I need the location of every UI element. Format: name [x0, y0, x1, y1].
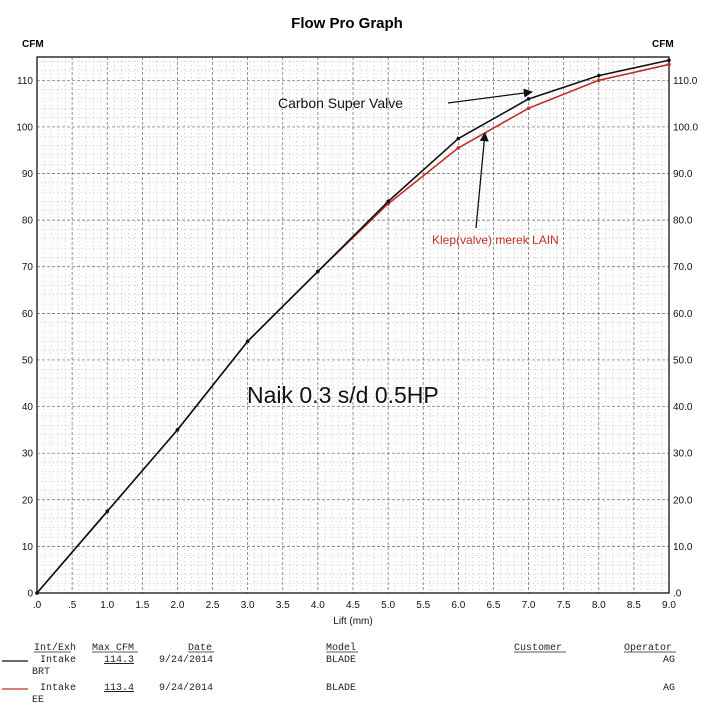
y-tick-label-left: 0	[27, 589, 33, 600]
row-name-brt: BRT	[32, 667, 50, 678]
x-tick-label: 5.5	[416, 600, 430, 611]
x-tick-label: .0	[33, 600, 42, 611]
series-point-ee	[526, 106, 531, 111]
x-tick-label: 1.5	[135, 600, 149, 611]
y-tick-label-left: 70	[22, 262, 34, 273]
series-point-ee	[667, 62, 671, 67]
row-model-brt: BLADE	[326, 655, 356, 666]
x-tick-label: 5.0	[381, 600, 395, 611]
x-tick-label: .5	[68, 600, 77, 611]
x-tick-label: 4.0	[311, 600, 325, 611]
table-header-intexh: Int/Exh	[34, 642, 76, 654]
series-point-brt	[456, 136, 461, 141]
x-tick-label: 1.0	[100, 600, 114, 611]
x-tick-label: 2.5	[206, 600, 220, 611]
plot-frame	[36, 56, 670, 594]
series-point-brt	[526, 97, 531, 101]
other-valve-label: Klep(valve) merek LAIN	[432, 233, 559, 247]
y-tick-label-right: 40.0	[673, 402, 693, 413]
row-model-ee: BLADE	[326, 683, 356, 694]
series-line-brt	[36, 59, 670, 594]
y-tick-label-right: 100.0	[673, 122, 698, 133]
y-tick-label-right: .0	[673, 589, 682, 600]
table-header-operator: Operator	[624, 643, 672, 654]
results-table: Int/Exh Max CFM Date Model Customer Oper…	[2, 642, 676, 706]
y-tick-label-right: 80.0	[673, 216, 693, 227]
y-tick-label-left: 110	[17, 76, 33, 87]
y-tick-label-left: 30	[22, 449, 34, 460]
other-valve-arrow	[475, 132, 489, 229]
carbon-valve-label: Carbon Super Valve	[278, 95, 403, 111]
x-tick-label: 8.5	[627, 600, 641, 611]
series-point-brt	[667, 58, 671, 63]
series-point-brt	[596, 73, 601, 78]
x-axis-label: Lift (mm)	[333, 616, 372, 627]
x-tick-label: 6.5	[486, 600, 500, 611]
row-operator-ee: AG	[663, 683, 675, 694]
y-tick-label-right: 110.0	[673, 76, 698, 87]
x-tick-label: 6.0	[451, 600, 465, 611]
y-tick-label-right: 10.0	[673, 542, 693, 553]
x-tick-labels: .0 .5 1.0 1.5 2.0 2.5 3.0 3.5 4.0 4.5 5.0 5.5 6.0 6.5…	[33, 600, 677, 611]
y-tick-label-left: 40	[22, 402, 34, 413]
x-tick-label: 2.0	[170, 600, 184, 611]
y-tick-label-right: 30.0	[673, 449, 693, 460]
series-point-brt	[35, 591, 39, 595]
y-axis-unit-left: CFM	[22, 39, 44, 50]
row-date-ee: 9/24/2014	[159, 682, 213, 694]
table-header-date: Date	[188, 643, 212, 654]
y-tick-label-left: 100	[16, 122, 33, 133]
series-layer	[35, 58, 671, 595]
row-name-ee: EE	[32, 695, 44, 706]
x-tick-label: 7.0	[522, 600, 536, 611]
y-tick-label-left: 90	[22, 169, 34, 180]
row-intexh-brt: Intake	[40, 654, 76, 666]
table-header-model: Model	[326, 642, 356, 654]
y-tick-label-right: 60.0	[673, 309, 693, 320]
y-tick-label-right: 90.0	[673, 169, 693, 180]
y-tick-labels-left: 0 10 20 30 40 50 60 70 80 90 100 110	[16, 76, 33, 600]
series-point-brt	[175, 428, 180, 432]
table-header-maxcfm: Max CFM	[92, 643, 134, 654]
row-maxcfm-ee: 113.4	[104, 683, 134, 694]
series-point-brt	[316, 269, 320, 274]
series-point-brt	[386, 199, 390, 204]
y-tick-label-left: 20	[22, 495, 34, 506]
y-tick-label-right: 20.0	[673, 495, 693, 506]
y-tick-label-left: 50	[22, 355, 34, 366]
x-tick-label: 9.0	[662, 600, 676, 611]
y-tick-label-right: 50.0	[673, 355, 693, 366]
x-tick-label: 7.5	[557, 600, 571, 611]
y-tick-label-right: 70.0	[673, 262, 693, 273]
row-operator-brt: AG	[663, 655, 675, 666]
series-point-ee	[596, 78, 601, 83]
carbon-valve-arrow	[447, 88, 533, 104]
x-tick-label: 3.5	[276, 600, 290, 611]
y-tick-label-left: 10	[22, 542, 34, 553]
y-tick-labels-right: .0 10.0 20.0 30.0 40.0 50.0 60.0 70.0 80.0 90.0 10…	[673, 76, 698, 600]
series-point-brt	[105, 509, 110, 514]
series-point-brt	[245, 339, 250, 344]
x-tick-label: 3.0	[241, 600, 255, 611]
row-maxcfm-brt: 114.3	[104, 655, 134, 666]
series-point-ee	[456, 146, 461, 150]
table-header-customer: Customer	[514, 643, 562, 654]
y-axis-unit-right: CFM	[652, 39, 674, 50]
grid-major	[37, 57, 669, 593]
y-tick-label-left: 60	[22, 309, 34, 320]
row-intexh-ee: Intake	[40, 682, 76, 694]
chart-title: Flow Pro Graph	[291, 15, 403, 32]
x-tick-label: 4.5	[346, 600, 360, 611]
gain-note: Naik 0.3 s/d 0.5HP	[247, 382, 439, 408]
y-tick-label-left: 80	[22, 216, 34, 227]
x-tick-label: 8.0	[592, 600, 606, 611]
row-date-brt: 9/24/2014	[159, 654, 213, 666]
